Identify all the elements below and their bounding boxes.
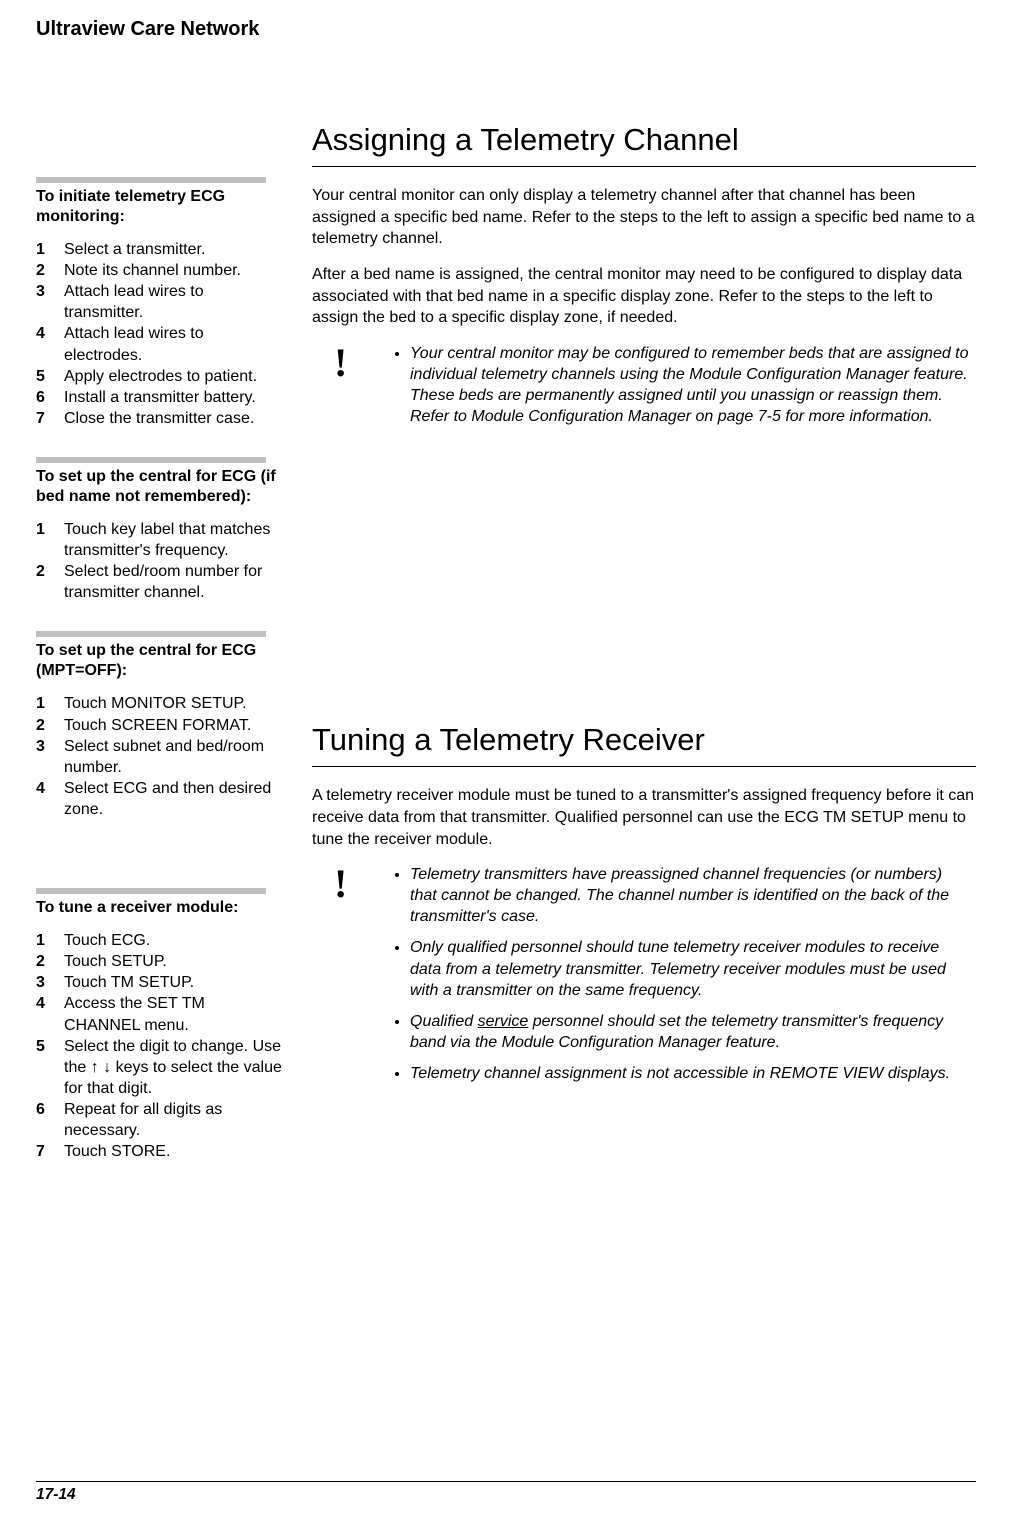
sidebar-divider (36, 457, 266, 463)
list-number: 3 (36, 736, 64, 778)
sidebar-list: 1Select a transmitter. 2Note its channel… (36, 239, 284, 429)
list-item-text: Attach lead wires to electrodes. (64, 323, 284, 365)
main-content: Assigning a Telemetry Channel Your centr… (308, 121, 976, 1190)
list-number: 2 (36, 951, 64, 972)
sidebar-heading: To set up the central for ECG (if bed na… (36, 467, 284, 507)
list-number: 1 (36, 930, 64, 951)
paragraph: Your central monitor can only display a … (312, 185, 976, 250)
page-number: 17-14 (36, 1486, 976, 1504)
list-number: 6 (36, 1099, 64, 1141)
list-item-text: Apply electrodes to patient. (64, 366, 284, 387)
list-number: 3 (36, 281, 64, 323)
note-list: Telemetry transmitters have preassigned … (390, 864, 976, 1094)
list-item-text: Touch SCREEN FORMAT. (64, 715, 284, 736)
list-number: 3 (36, 972, 64, 993)
list-item-text: Touch MONITOR SETUP. (64, 693, 284, 714)
note-item: Your central monitor may be configured t… (410, 343, 972, 427)
list-item-text: Select subnet and bed/room number. (64, 736, 284, 778)
list-item-text: Note its channel number. (64, 260, 284, 281)
note-block: ! Your central monitor may be configured… (312, 343, 976, 437)
list-item-text: Repeat for all digits as necessary. (64, 1099, 284, 1141)
sidebar-heading: To tune a receiver module: (36, 898, 284, 918)
sidebar-heading: To set up the central for ECG (MPT=OFF): (36, 641, 284, 681)
list-number: 6 (36, 387, 64, 408)
list-item-text: Close the transmitter case. (64, 408, 284, 429)
list-number: 2 (36, 260, 64, 281)
note-block: ! Telemetry transmitters have preassigne… (312, 864, 976, 1094)
list-number: 7 (36, 1141, 64, 1162)
sidebar-heading: To initiate telemetry ECG monitoring: (36, 187, 284, 227)
paragraph: A telemetry receiver module must be tune… (312, 785, 976, 850)
list-item-text: Attach lead wires to transmitter. (64, 281, 284, 323)
list-item-text: Install a transmitter battery. (64, 387, 284, 408)
section-title: Assigning a Telemetry Channel (312, 121, 976, 158)
list-number: 1 (36, 693, 64, 714)
section-rule (312, 166, 976, 167)
sidebar-list: 1Touch key label that matches transmitte… (36, 519, 284, 603)
list-item-text: Touch SETUP. (64, 951, 284, 972)
sidebar: To initiate telemetry ECG monitoring: 1S… (36, 121, 308, 1190)
list-item-text: Select the digit to change. Use the ↑ ↓ … (64, 1036, 284, 1099)
note-list: Your central monitor may be configured t… (390, 343, 976, 437)
list-number: 2 (36, 561, 64, 603)
list-item-text: Select ECG and then desired zone. (64, 778, 284, 820)
list-item-text: Access the SET TM CHANNEL menu. (64, 993, 284, 1035)
note-item: Telemetry channel assignment is not acce… (410, 1063, 972, 1084)
exclamation-icon: ! (334, 864, 390, 1094)
footer-rule (36, 1481, 976, 1482)
list-item-text: Touch STORE. (64, 1141, 284, 1162)
sidebar-divider (36, 631, 266, 637)
sidebar-list: 1Touch ECG. 2Touch SETUP. 3Touch TM SETU… (36, 930, 284, 1162)
list-number: 1 (36, 519, 64, 561)
list-item-text: Touch key label that matches transmitter… (64, 519, 284, 561)
section-title: Tuning a Telemetry Receiver (312, 721, 976, 758)
list-number: 5 (36, 366, 64, 387)
list-item-text: Touch ECG. (64, 930, 284, 951)
paragraph: After a bed name is assigned, the centra… (312, 264, 976, 329)
list-number: 2 (36, 715, 64, 736)
list-item-text: Select bed/room number for transmitter c… (64, 561, 284, 603)
exclamation-icon: ! (334, 343, 390, 437)
list-number: 4 (36, 993, 64, 1035)
list-item-text: Touch TM SETUP. (64, 972, 284, 993)
sidebar-list: 1Touch MONITOR SETUP. 2Touch SCREEN FORM… (36, 693, 284, 820)
sidebar-divider (36, 177, 266, 183)
list-item-text: Select a transmitter. (64, 239, 284, 260)
list-number: 7 (36, 408, 64, 429)
page-header-title: Ultraview Care Network (36, 18, 976, 41)
page-footer: 17-14 (36, 1481, 976, 1504)
note-item: Qualified service personnel should set t… (410, 1011, 972, 1053)
list-number: 1 (36, 239, 64, 260)
section-rule (312, 766, 976, 767)
list-number: 5 (36, 1036, 64, 1099)
note-item: Only qualified personnel should tune tel… (410, 937, 972, 1000)
list-number: 4 (36, 778, 64, 820)
list-number: 4 (36, 323, 64, 365)
sidebar-divider (36, 888, 266, 894)
note-item: Telemetry transmitters have preassigned … (410, 864, 972, 927)
